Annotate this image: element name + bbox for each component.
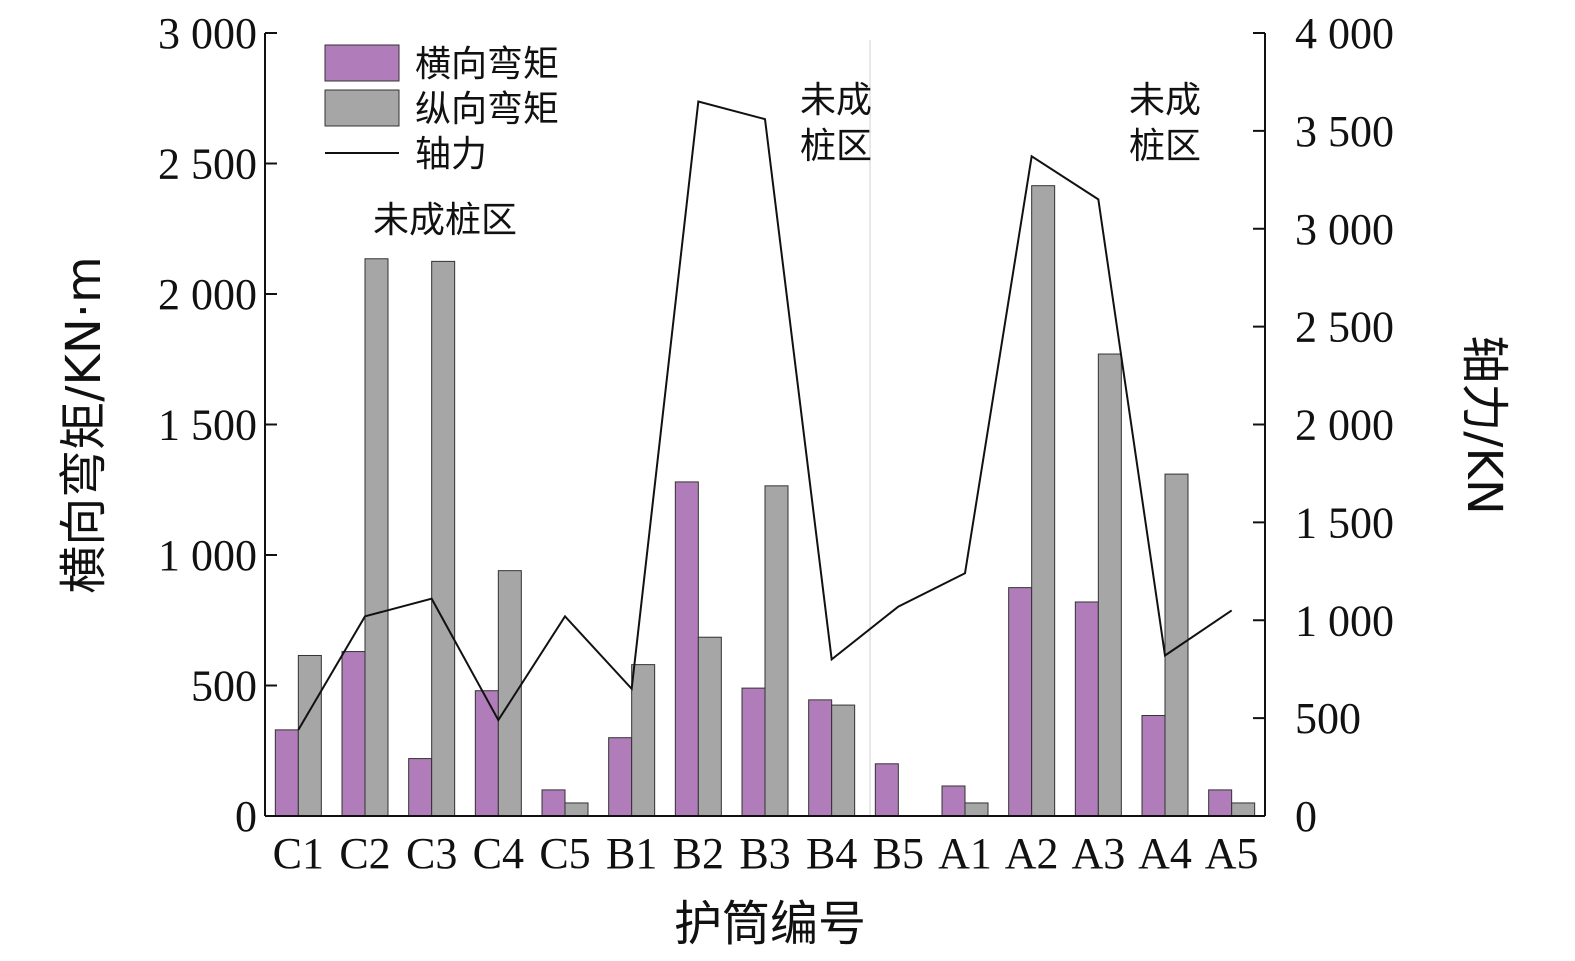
x-tick-label: A3 <box>1071 829 1125 878</box>
legend-label: 纵向弯矩 <box>415 89 559 130</box>
axial-force-line <box>297 100 1233 731</box>
x-tick-label: C5 <box>539 829 590 878</box>
bar-transverse-A3 <box>1074 601 1099 817</box>
legend-swatch <box>324 89 400 127</box>
y-tick-label: 500 <box>191 662 257 711</box>
bar-transverse-C1 <box>274 729 299 817</box>
annotation-label: 未成 <box>800 80 872 121</box>
y2-tick-label: 3 500 <box>1295 107 1394 156</box>
bar-transverse-B5 <box>874 763 899 817</box>
x-tick-label: A4 <box>1138 829 1192 878</box>
annotation-label: 未成 <box>1129 80 1201 121</box>
legend-label: 轴力 <box>415 134 487 175</box>
legend-swatch <box>324 44 400 82</box>
annotation-label: 桩区 <box>1129 126 1201 167</box>
y2-axis-title: 轴力/KN <box>1456 335 1512 515</box>
y2-tick-label: 3 000 <box>1295 205 1394 254</box>
plot-area <box>274 40 1256 817</box>
x-tick-label: B3 <box>739 829 790 878</box>
x-tick-label: C2 <box>339 829 390 878</box>
y-tick-label: 2 000 <box>158 270 257 319</box>
x-tick-label: B5 <box>873 829 924 878</box>
bar-transverse-B1 <box>608 737 633 817</box>
x-tick-label: C4 <box>473 829 524 878</box>
bar-longitudinal-A3 <box>1097 353 1122 817</box>
bar-longitudinal-B2 <box>697 636 722 817</box>
bar-transverse-C5 <box>541 789 566 817</box>
x-tick-label: B2 <box>673 829 724 878</box>
y-tick-label: 3 000 <box>158 9 257 58</box>
legend-label: 横向弯矩 <box>415 44 559 85</box>
x-tick-label: A1 <box>938 829 992 878</box>
bar-longitudinal-A1 <box>964 802 989 817</box>
bar-longitudinal-C5 <box>564 802 589 817</box>
x-tick-label: B1 <box>606 829 657 878</box>
y-tick-label: 1 500 <box>158 401 257 450</box>
bar-transverse-B4 <box>808 699 833 817</box>
bar-longitudinal-C2 <box>364 258 389 817</box>
bar-longitudinal-C4 <box>497 570 522 817</box>
bar-transverse-C4 <box>474 690 499 817</box>
x-tick-label: B4 <box>806 829 857 878</box>
x-tick-label: A5 <box>1205 829 1259 878</box>
bar-longitudinal-A4 <box>1164 473 1189 817</box>
x-tick-label: A2 <box>1005 829 1059 878</box>
y-tick-label: 1 000 <box>158 531 257 580</box>
axes: 0 500 1 000 1 500 2 000 2 500 3 000 0 500 1 000 1 … <box>158 9 1394 878</box>
y2-tick-label: 1 500 <box>1295 498 1394 547</box>
bar-transverse-A4 <box>1141 715 1166 817</box>
bar-transverse-A5 <box>1208 789 1233 817</box>
bar-transverse-B3 <box>741 687 766 817</box>
y2-tick-label: 0 <box>1295 792 1317 841</box>
x-tick-label: C1 <box>273 829 324 878</box>
y-axis-title: 横向弯矩/KN·m <box>56 256 112 594</box>
bar-transverse-A2 <box>1008 587 1033 817</box>
bar-transverse-C3 <box>408 758 433 817</box>
annotation-label: 未成桩区 <box>373 200 517 241</box>
bar-longitudinal-B3 <box>764 485 789 817</box>
bar-longitudinal-A5 <box>1231 802 1256 817</box>
y2-tick-label: 2 000 <box>1295 401 1394 450</box>
bar-longitudinal-B1 <box>631 664 656 817</box>
bar-transverse-B2 <box>674 481 699 817</box>
x-tick-label: C3 <box>406 829 457 878</box>
y2-tick-label: 500 <box>1295 694 1361 743</box>
bar-longitudinal-C1 <box>297 654 322 817</box>
bar-longitudinal-B4 <box>831 704 856 817</box>
bar-longitudinal-A2 <box>1031 185 1056 817</box>
bar-longitudinal-C3 <box>431 260 456 817</box>
x-axis-title: 护筒编号 <box>674 896 866 952</box>
y-tick-label: 0 <box>235 792 257 841</box>
annotation-label: 桩区 <box>800 126 872 167</box>
bar-transverse-A1 <box>941 785 966 817</box>
y-tick-label: 2 500 <box>158 140 257 189</box>
y2-tick-label: 1 000 <box>1295 596 1394 645</box>
y2-tick-label: 2 500 <box>1295 303 1394 352</box>
y2-tick-label: 4 000 <box>1295 9 1394 58</box>
bar-transverse-C2 <box>341 651 366 817</box>
